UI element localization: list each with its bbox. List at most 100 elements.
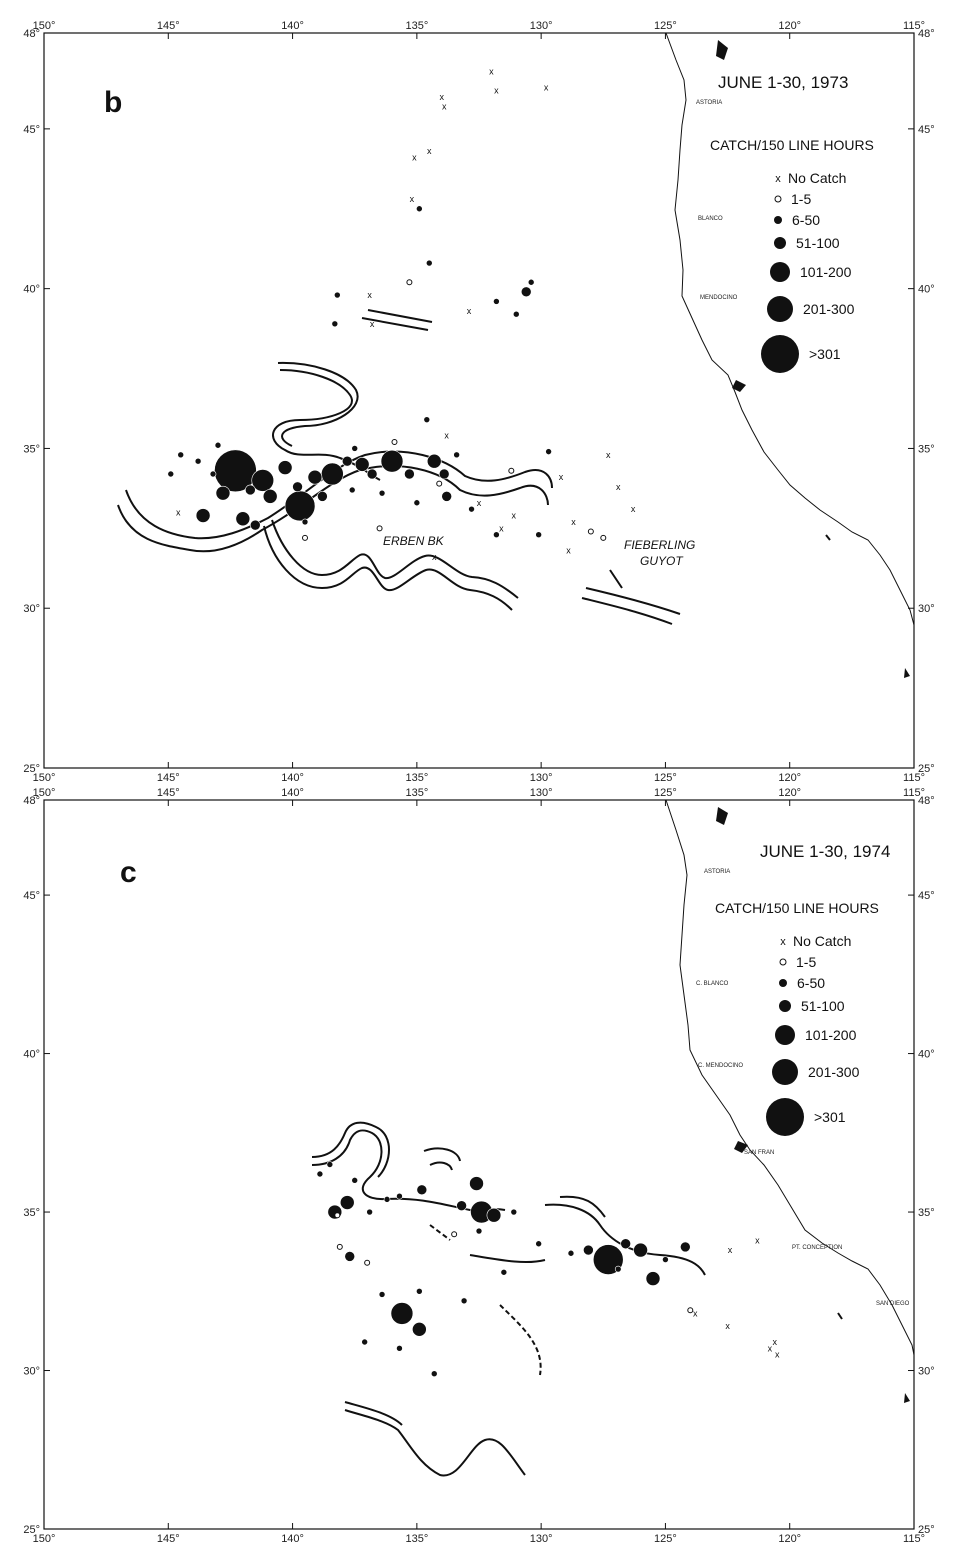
catch-marker: [277, 460, 293, 475]
catch-marker: [396, 1345, 403, 1352]
lat-tick-label-right: 40°: [918, 284, 935, 296]
legend-label: 1-5: [791, 191, 811, 207]
lon-tick-label-bottom: 140°: [281, 1533, 304, 1545]
catch-marker: [527, 278, 535, 286]
catch-marker: [194, 457, 202, 465]
no-catch-marker: x: [489, 66, 494, 76]
map-b-svg: 150° 150° 145° 145° 140° 140° 135° 135° 130° 130°…: [23, 20, 935, 784]
catch-marker-1-5: [364, 1259, 371, 1266]
lon-tick-label-bottom: 140°: [281, 772, 304, 784]
no-catch-marker: x: [571, 517, 576, 527]
catch-marker: [512, 310, 520, 318]
catch-marker-1-5: [336, 1243, 343, 1250]
no-catch-marker: x: [427, 146, 432, 156]
no-catch-marker: x: [559, 472, 564, 482]
catch-marker: [351, 445, 359, 452]
catch-marker: [341, 455, 353, 467]
catch-marker: [469, 1176, 484, 1191]
catch-marker-1-5: [687, 1307, 694, 1314]
no-catch-marker: x: [755, 1236, 760, 1246]
legend-label: No Catch: [793, 933, 851, 949]
lon-tick-label-bottom: 130°: [530, 772, 553, 784]
legend-symbol-dot: [774, 237, 786, 249]
lat-tick-label-left: 40°: [23, 1049, 40, 1061]
catch-marker: [209, 470, 217, 478]
catch-marker: [396, 1192, 403, 1200]
catch-marker: [453, 451, 460, 459]
catch-marker: [348, 486, 356, 494]
legend-symbol-dot: [770, 262, 790, 282]
no-catch-marker: x: [544, 82, 549, 92]
catch-marker: [366, 468, 378, 480]
catch-marker: [413, 499, 421, 507]
catch-marker: [475, 1227, 483, 1235]
legend-symbol-dot: [766, 1098, 804, 1136]
lat-tick-label-right: 30°: [918, 1366, 935, 1378]
no-catch-marker: x: [725, 1321, 730, 1331]
feature-label-fieberling: FIEBERLING: [624, 538, 695, 552]
lat-tick-label-left: 48°: [23, 795, 40, 807]
legend-label: No Catch: [788, 170, 846, 186]
catch-marker: [245, 484, 256, 496]
lon-tick-label-bottom: 135°: [405, 1533, 428, 1545]
lon-tick-label-top: 120°: [778, 787, 801, 799]
coast-label-san-diego: SAN DIEGO: [876, 1301, 910, 1307]
catch-marker: [167, 470, 175, 478]
catch-marker: [468, 505, 475, 513]
no-catch-marker: x: [442, 102, 447, 112]
lat-tick-label-left: 45°: [23, 124, 40, 136]
legend-label: 1-5: [796, 954, 816, 970]
no-catch-marker: x: [439, 92, 444, 102]
seamount-contours: [311, 1121, 706, 1477]
catch-marker: [307, 469, 323, 485]
lat-tick-label-right: 25°: [918, 1524, 935, 1536]
no-catch-marker: x: [410, 194, 415, 204]
legend-label: >301: [809, 346, 841, 362]
coast-label-astoria: ASTORIA: [704, 869, 730, 875]
legend-label: >301: [814, 1109, 846, 1125]
legend-label: 6-50: [792, 212, 820, 228]
catch-marker: [378, 1291, 386, 1298]
legend-label: 51-100: [796, 235, 840, 251]
no-catch-marker: x: [616, 482, 621, 492]
legend-symbol-no-catch: x: [775, 173, 781, 185]
coast-label-c-blanco: C. BLANCO: [696, 981, 729, 987]
no-catch-marker: x: [477, 498, 482, 508]
catch-marker: [416, 205, 423, 213]
catch-marker: [321, 462, 344, 486]
legend-symbol-dot: [779, 1000, 791, 1012]
panel-title-b: JUNE 1-30, 1973: [718, 73, 848, 92]
catch-marker: [284, 490, 316, 522]
lat-tick-label-left: 40°: [23, 284, 40, 296]
catch-marker: [404, 468, 415, 480]
map-panel-b: 150° 150° 145° 145° 140° 140° 135° 135° 130° 130°…: [23, 20, 935, 784]
catch-marker: [535, 1240, 542, 1248]
coast-label-pt-conception: PT. CONCEPTION: [792, 1245, 842, 1251]
legend-b: CATCH/150 LINE HOURS x No Catch 1-5 6-50 51-1…: [710, 137, 874, 373]
catch-marker: [351, 1177, 359, 1184]
legend-symbol-dot: [779, 979, 787, 987]
catch-marker: [416, 1184, 428, 1196]
no-catch-marker: x: [499, 523, 504, 533]
panel-title-c: JUNE 1-30, 1974: [760, 842, 890, 861]
no-catch-marker: x: [606, 450, 611, 460]
catch-marker: [412, 1322, 427, 1337]
lon-tick-label-top: 125°: [654, 787, 677, 799]
lon-tick-label-top: 135°: [405, 20, 428, 32]
map-c-svg: 150° 150° 145° 145° 140° 140° 135° 135° 130° 130°…: [23, 787, 935, 1545]
lat-tick-label-left: 30°: [23, 603, 40, 615]
catch-marker: [354, 457, 370, 472]
lat-tick-label-left: 35°: [23, 1207, 40, 1219]
catch-marker: [614, 1265, 622, 1273]
catch-marker: [380, 449, 404, 473]
catch-marker: [251, 469, 275, 492]
catch-marker-1-5: [302, 534, 308, 541]
legend-symbol-dot: [775, 1025, 795, 1045]
no-catch-marker: x: [494, 86, 499, 96]
catch-marker: [249, 519, 261, 531]
catch-marker: [493, 531, 500, 539]
catch-marker: [460, 1297, 468, 1305]
catch-marker: [426, 453, 442, 469]
lat-tick-label-right: 35°: [918, 443, 935, 455]
no-catch-marker: x: [467, 306, 472, 316]
